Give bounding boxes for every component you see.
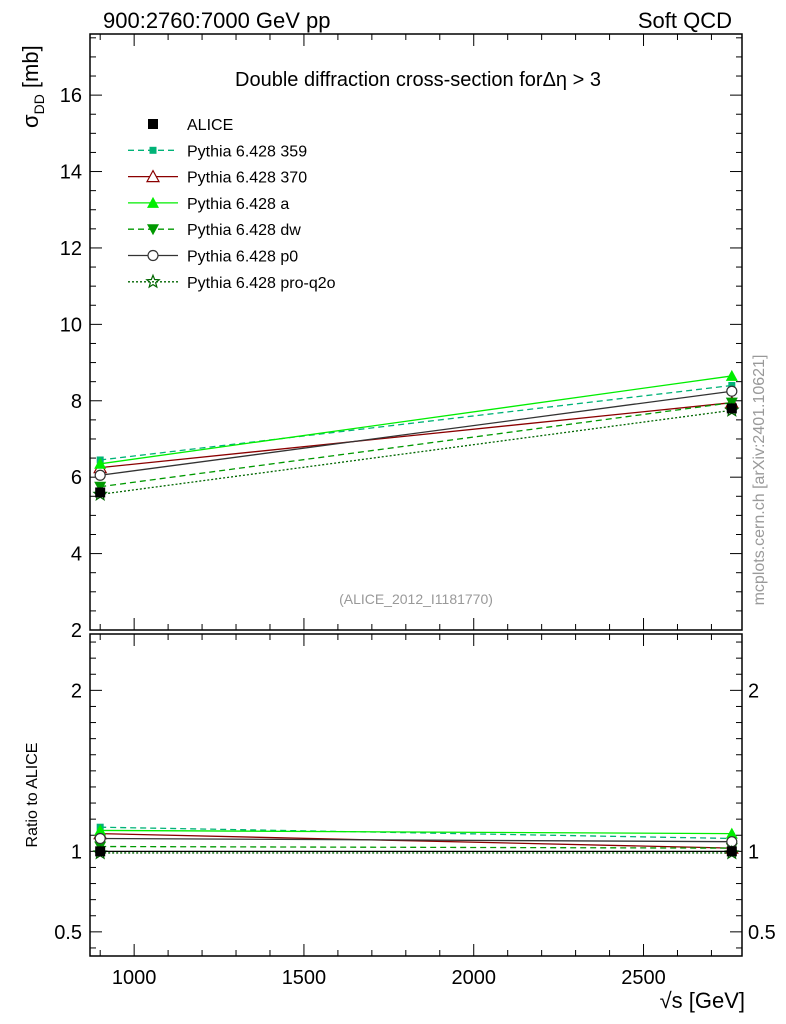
legend-label: Pythia 6.428 370 [187,170,307,187]
marker-square [726,846,737,857]
marker-circle-open [94,469,106,481]
ratio-axis-ticks: 0.5 0.5 1 1 2 2 1000 1500 2000 2500 [54,634,776,989]
ratio-series-line [100,837,732,843]
legend-label: Pythia 6.428 359 [187,143,307,160]
y-tick-label: 10 [60,314,82,336]
marker-triangle [725,827,738,839]
main-axis-ticks: 2 4 6 8 10 12 14 16 [60,34,742,642]
ratio-series-line [100,826,732,840]
ratio-series-line [100,845,732,849]
legend-label: Pythia 6.428 pro-q2o [187,275,336,292]
legend-label: ALICE [187,117,233,134]
y-label-unit: [mb] [18,45,43,94]
legend-label: Pythia 6.428 dw [187,222,301,239]
y-tick-label: 16 [60,85,82,107]
marker-triangle [94,457,107,469]
ratio-y-tick-label-right: 0.5 [748,922,776,944]
svg-text:σDD [mb]: σDD [mb] [18,45,47,128]
legend: ALICE Pythia 6.428 359 Pythia 6.428 370 Pyt… [128,117,336,292]
marker-triangle-down [147,224,159,236]
marker-circle-open [94,832,106,845]
marker-square-small [149,146,157,154]
x-axis-label: √s [GeV] [660,988,745,1013]
ratio-y-tick-label-right: 1 [748,841,759,863]
legend-label: Pythia 6.428 a [187,196,289,213]
x-tick-label: 2000 [451,967,496,989]
ratio-series-line [100,832,732,849]
watermark: mcplots.cern.ch [arXiv:2401.10621] [751,355,768,606]
y-tick-label: 12 [60,238,82,260]
main-plot-frame [89,33,743,631]
ratio-series-group [92,823,740,860]
y-label-symbol: σ [18,114,43,128]
x-tick-label: 1500 [282,967,327,989]
series-line [100,384,732,461]
marker-triangle [147,196,159,208]
ratio-y-tick-label: 1 [71,841,82,863]
x-tick-label: 2500 [621,967,666,989]
reference-label: (ALICE_2012_I1181770) [339,591,493,607]
marker-star-open [145,273,161,289]
marker-square-small [728,381,736,389]
marker-circle-open [147,249,159,262]
x-tick-label: 1000 [112,967,157,989]
marker-square [148,119,158,129]
header-right: Soft QCD [638,8,732,33]
main-y-axis-label: σDD [mb] [18,45,47,128]
y-tick-label: 4 [71,544,82,566]
ratio-plot-frame [89,633,743,957]
ratio-y-tick-label-right: 2 [748,680,759,702]
y-label-subscript: DD [31,94,47,114]
ratio-y-axis-label: Ratio to ALICE [24,743,41,848]
marker-triangle [725,369,738,381]
series-line [100,409,732,496]
ratio-y-tick-label: 0.5 [54,922,82,944]
y-tick-label: 6 [71,467,82,489]
series-line [100,375,732,465]
y-tick-label: 14 [60,162,82,184]
marker-square [95,846,106,857]
series-line [100,402,732,469]
header-left: 900:2760:7000 GeV pp [103,8,331,33]
marker-square [726,403,737,414]
main-series-group [92,369,740,501]
y-tick-label: 2 [71,620,82,642]
marker-circle-open [726,385,738,397]
chart-title: Double diffraction cross-section forΔη >… [235,69,601,91]
ratio-y-tick-label: 2 [71,680,82,702]
series-line [100,390,732,476]
marker-triangle [94,824,107,836]
ratio-series-line [100,829,732,835]
y-tick-label: 8 [71,391,82,413]
series-line [100,402,732,488]
marker-triangle-open [145,169,161,183]
marker-square [95,487,106,498]
legend-label: Pythia 6.428 p0 [187,249,298,266]
